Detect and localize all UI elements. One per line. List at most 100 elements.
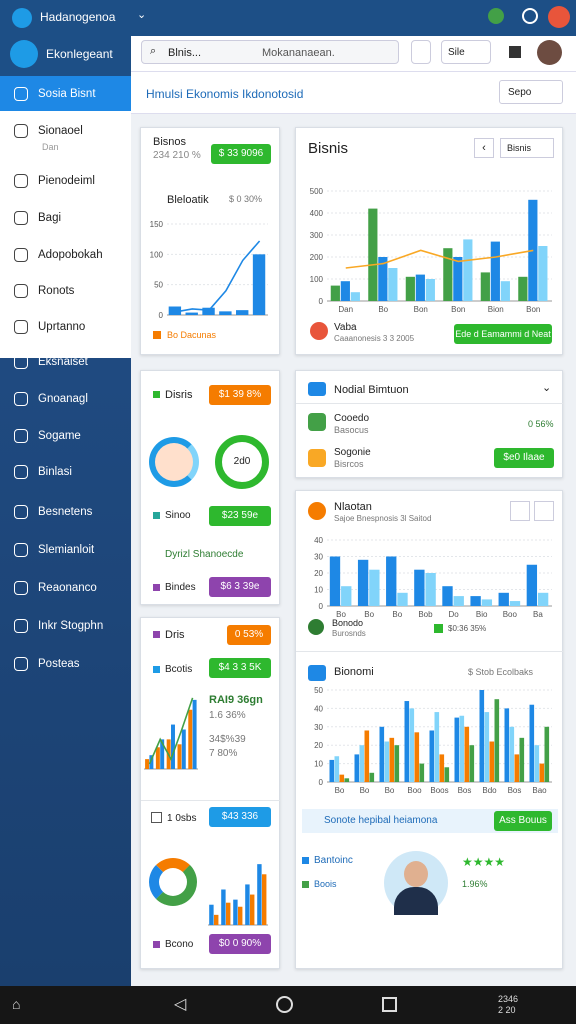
nav-item[interactable]: Gnoanagl — [38, 393, 88, 405]
nav-item[interactable]: Ronots — [38, 285, 75, 297]
button[interactable]: Ass Bouus — [494, 811, 552, 831]
back[interactable]: ◁ — [174, 996, 187, 1013]
dot — [153, 391, 160, 398]
y-tick-label: 30 — [314, 723, 323, 732]
legend-title: Bonodo — [332, 618, 364, 628]
bar — [236, 310, 249, 315]
recents[interactable] — [382, 997, 397, 1012]
row-sub: Basocus — [334, 425, 369, 435]
footer: Bo Dacunas — [167, 330, 217, 340]
button[interactable] — [510, 501, 530, 521]
card: Bisnis ‹ Bisnis Vaba Caaanonesis 3 3 200… — [295, 127, 563, 355]
stat: 1.6 36% — [209, 710, 246, 721]
nav-item[interactable]: Reaonanco — [38, 582, 97, 594]
search-box[interactable]: ⌕ Blnis... Mokananaean. — [141, 40, 399, 64]
button[interactable]: $e0 Ilaae — [494, 448, 554, 468]
bar — [538, 246, 548, 301]
icon[interactable] — [509, 46, 521, 58]
bar — [384, 741, 390, 782]
collapse[interactable]: ‹ — [474, 138, 494, 158]
bar — [479, 690, 485, 782]
x-tick-label: Boo — [503, 610, 518, 619]
face — [404, 861, 428, 887]
row-sub: Bisrcos — [334, 459, 364, 469]
y-tick-label: 0 — [319, 778, 324, 787]
bar — [425, 279, 435, 301]
bar — [481, 599, 493, 606]
bar — [539, 763, 545, 782]
nav-item[interactable]: Inkr Stogphn — [38, 620, 104, 632]
bell[interactable] — [411, 40, 431, 64]
icon[interactable] — [522, 8, 538, 24]
card-title: Dris — [165, 629, 185, 641]
bar — [379, 726, 385, 782]
period-select[interactable]: Sepo — [499, 80, 563, 104]
card-title: Bisnis — [308, 140, 349, 157]
row-label: Dyrizl Shanoecde — [165, 549, 244, 560]
bar — [339, 774, 345, 782]
dot — [153, 631, 160, 638]
nav-item[interactable]: Sionaoel — [38, 125, 83, 137]
row-label: Bcotis — [165, 664, 193, 675]
bar — [177, 744, 182, 769]
y-tick-label: 40 — [314, 704, 323, 713]
bar — [494, 699, 500, 782]
bar — [257, 864, 262, 925]
chevron[interactable]: ⌄ — [542, 382, 552, 394]
y-tick-label: 40 — [314, 536, 323, 545]
nav-icon — [14, 320, 28, 334]
bar — [149, 755, 154, 769]
bar — [439, 754, 445, 782]
nav-item[interactable]: Binlasi — [38, 466, 72, 478]
legend-sub: Burosnds — [332, 629, 366, 638]
nav-item[interactable]: Besnetens — [38, 506, 93, 518]
x-tick-label: Bon — [451, 305, 465, 314]
card-value: 234 210 % — [153, 150, 201, 161]
nav-item[interactable]: Uprtanno — [38, 321, 86, 333]
button[interactable]: Ede d Eamammi d Neat — [454, 324, 552, 344]
bar — [221, 889, 226, 925]
nav-item[interactable]: Eksnaiset — [38, 356, 88, 368]
bar — [160, 739, 165, 769]
nav-item[interactable]: Sosia Bisnt — [38, 88, 96, 100]
person-label: Bantoinc — [314, 855, 353, 866]
bar — [262, 874, 267, 925]
nav-item[interactable]: Bagi — [38, 212, 62, 224]
bar — [484, 712, 490, 782]
bar — [168, 306, 182, 315]
search-placeholder: Mokananaean. — [262, 47, 335, 59]
x-tick-label: Boos — [430, 786, 448, 795]
bar — [425, 573, 436, 606]
headline: RAI9 36gn — [209, 694, 263, 706]
avatar[interactable] — [548, 6, 570, 28]
search-icon: ⌕ — [150, 45, 157, 57]
nav-icon — [14, 581, 28, 595]
nav-icon — [14, 124, 28, 138]
filter-button[interactable]: Sile — [441, 40, 491, 64]
nav-button[interactable]: ⌂ — [12, 996, 21, 1012]
card: Disris $1 39 8% 2d0 Sinoo $23 59e Dyrizl… — [140, 370, 280, 605]
bar — [209, 904, 214, 925]
x-tick-label: Bos — [458, 786, 472, 795]
x-tick-label: Bdo — [482, 786, 497, 795]
bar — [544, 726, 550, 782]
nav-item[interactable]: Sogame — [38, 430, 81, 442]
y-tick-label: 20 — [314, 569, 323, 578]
icon[interactable] — [488, 8, 504, 24]
home[interactable] — [276, 996, 293, 1013]
nav-item[interactable]: Slemianloit — [38, 544, 95, 556]
nav-icon — [14, 174, 28, 188]
nav-item[interactable]: Adopobokah — [38, 249, 103, 261]
bar — [330, 285, 340, 301]
active-nav[interactable] — [0, 76, 131, 111]
dropdown[interactable]: Bisnis — [500, 138, 554, 158]
chevron[interactable]: ⌄ — [137, 9, 147, 21]
suit — [394, 887, 438, 915]
subtitle: Bleloatik — [167, 194, 209, 206]
bar — [409, 708, 415, 782]
nav-item[interactable]: Posteas — [38, 658, 80, 670]
button[interactable] — [534, 501, 554, 521]
nav-item[interactable]: Pienodeiml — [38, 175, 95, 187]
user-avatar[interactable] — [537, 40, 562, 65]
x-tick-label: Bion — [488, 305, 504, 314]
